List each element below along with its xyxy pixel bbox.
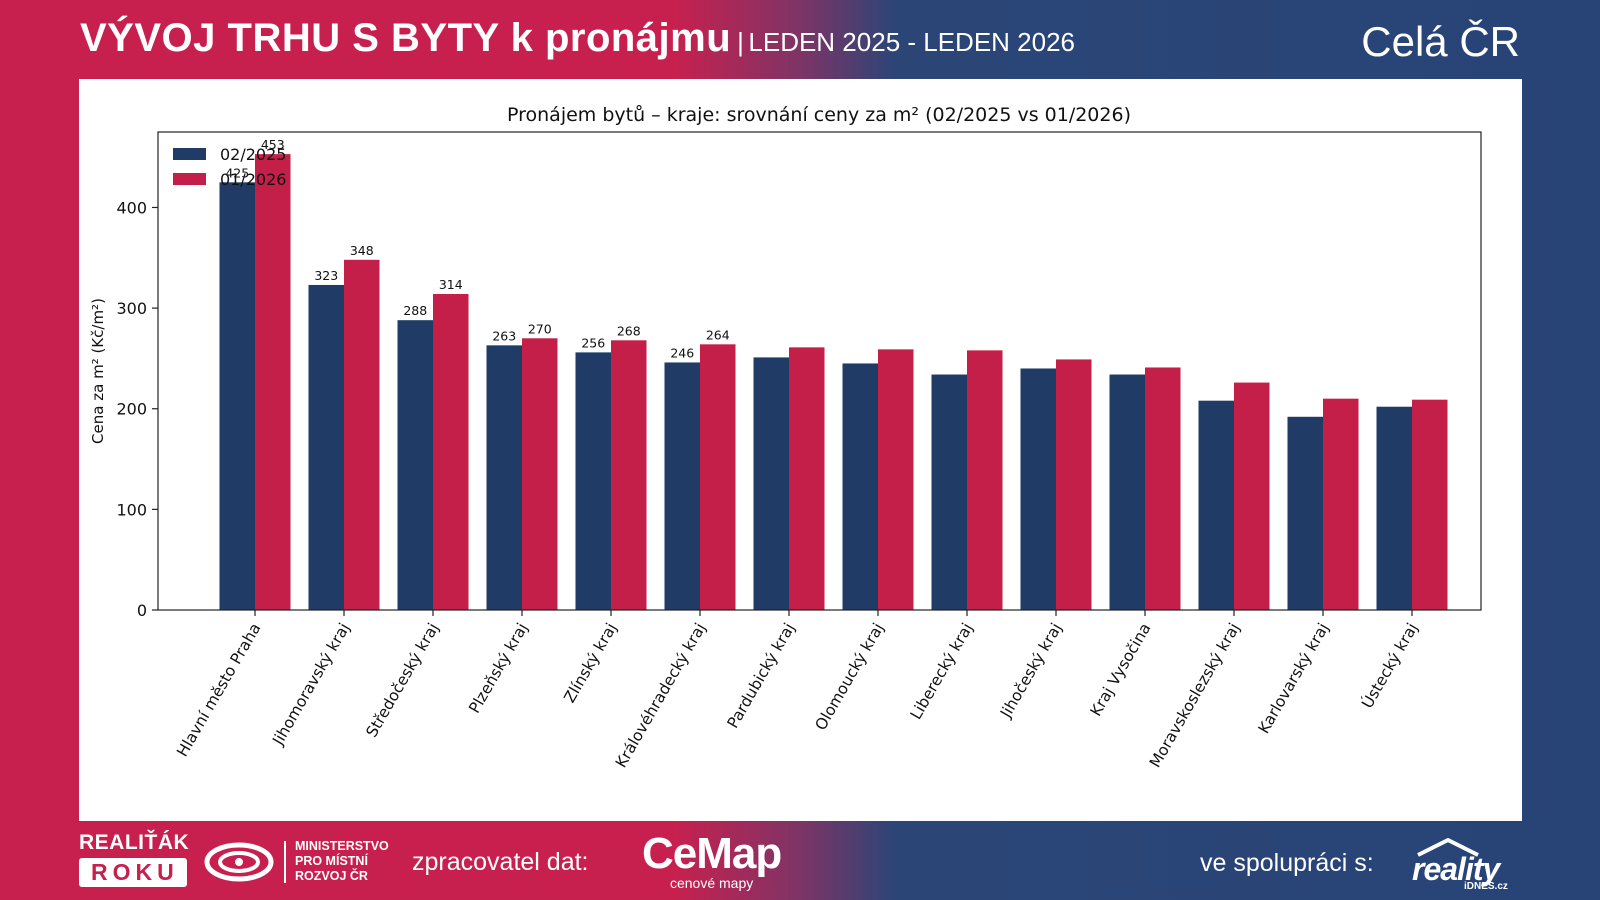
header-title-group: VÝVOJ TRHU S BYTY k pronájmu | LEDEN 2025…	[80, 16, 1075, 61]
bar-value-label: 246	[670, 345, 694, 360]
reality-subtitle: iDNES.cz	[1464, 881, 1508, 892]
bar	[1056, 359, 1092, 610]
category-label: Jihočeský kraj	[996, 620, 1065, 722]
realitak-roku-logo: REALIŤÁK ROKU	[79, 831, 194, 887]
category-label: Liberecký kraj	[907, 620, 977, 723]
bar	[522, 338, 558, 610]
house-roof-icon	[1417, 838, 1479, 857]
bar	[1287, 416, 1323, 610]
legend-label-2025: 02/2025	[220, 145, 286, 164]
bar	[1323, 398, 1359, 610]
y-tick-label: 400	[116, 198, 147, 217]
bar-value-label: 453	[261, 137, 285, 152]
bar	[433, 294, 469, 610]
y-axis-label: Cena za m² (Kč/m²)	[89, 298, 107, 444]
category-label: Jihomoravský kraj	[269, 620, 354, 749]
category-label: Kraj Vysočina	[1087, 620, 1155, 719]
reality-name: reality	[1412, 851, 1500, 887]
bar	[1412, 399, 1448, 610]
category-label: Královéhradecký kraj	[612, 620, 709, 771]
bar-value-label: 256	[581, 335, 605, 350]
bar-value-label: 314	[439, 277, 463, 292]
bar	[842, 363, 878, 610]
category-label: Středočeský kraj	[363, 620, 443, 740]
cemap-subtitle: cenové mapy	[669, 875, 754, 891]
bar	[1020, 368, 1056, 610]
period-label: LEDEN 2025 - LEDEN 2026	[748, 27, 1076, 57]
ministry-line2: PRO MÍSTNÍ	[295, 854, 368, 868]
ministry-emblem-icon	[204, 842, 274, 882]
y-tick-label: 200	[116, 400, 147, 419]
bar	[967, 350, 1003, 610]
category-label: Pardubický kraj	[724, 620, 799, 731]
chart-legend: 02/2025 01/2026	[173, 145, 286, 189]
cooperation-label: ve spolupráci s:	[1200, 849, 1374, 877]
category-label: Plzeňský kraj	[465, 620, 531, 716]
legend-label-2026: 01/2026	[220, 170, 286, 189]
bar	[789, 347, 825, 610]
bar-value-label: 268	[617, 323, 641, 338]
y-tick-label: 100	[116, 500, 147, 519]
plot-frame	[157, 131, 1482, 611]
chart-panel: 0 100 200 300 400 425 453 Hlavní město Praha 323…	[79, 79, 1522, 821]
bar	[931, 374, 967, 610]
category-label: Moravskoslezský kraj	[1146, 620, 1243, 771]
y-tick-label: 300	[116, 299, 147, 318]
title-separator: |	[737, 27, 744, 57]
bar	[575, 352, 611, 610]
bar	[219, 182, 255, 610]
bar	[1145, 367, 1181, 610]
cemap-logo: CeMap cenové mapy	[642, 829, 782, 892]
legend-swatch-2025	[173, 148, 206, 160]
bar	[664, 362, 700, 610]
bar	[700, 344, 736, 610]
bar	[1234, 382, 1270, 610]
bar-value-label: 425	[225, 165, 249, 180]
bar	[1376, 406, 1412, 610]
bar-value-label: 323	[314, 268, 338, 283]
ministry-line1: MINISTERSTVO	[295, 839, 389, 853]
bar	[878, 349, 914, 610]
processor-label: zpracovatel dat:	[412, 848, 589, 876]
bar-value-label: 288	[403, 303, 427, 318]
category-label: Ústecký kraj	[1357, 620, 1421, 712]
bar	[397, 320, 433, 610]
category-label: Zlínský kraj	[560, 620, 620, 706]
category-label: Karlovarský kraj	[1255, 620, 1333, 737]
award-line1: REALIŤÁK	[79, 831, 190, 854]
footer-bar: REALIŤÁK ROKU MINISTERSTVO PRO MÍSTNÍ RO…	[0, 821, 1600, 900]
legend-swatch-2026	[173, 173, 206, 185]
award-line2: ROKU	[79, 858, 187, 887]
bar-value-label: 348	[350, 243, 374, 258]
category-label: Olomoucký kraj	[812, 620, 888, 733]
bar-value-label: 263	[492, 328, 516, 343]
chart-title: Pronájem bytů – kraje: srovnání ceny za …	[507, 104, 1131, 126]
bar-value-label: 264	[706, 327, 730, 342]
region-label: Celá ČR	[1361, 18, 1520, 65]
reality-idnes-logo: reality iDNES.cz	[1410, 837, 1522, 893]
bar-chart: 0 100 200 300 400 425 453 Hlavní město Praha 323…	[89, 104, 1482, 771]
bar	[344, 259, 380, 610]
y-tick-label: 0	[137, 601, 147, 620]
ministry-divider	[284, 841, 286, 883]
bar	[611, 340, 647, 610]
cemap-name: CeMap	[642, 829, 782, 878]
ministry-name: MINISTERSTVO PRO MÍSTNÍ ROZVOJ ČR	[295, 839, 389, 884]
page-title: VÝVOJ TRHU S BYTY k pronájmu	[80, 16, 732, 60]
bar	[753, 357, 789, 610]
ministry-line3: ROZVOJ ČR	[295, 869, 368, 883]
bar	[1109, 374, 1145, 610]
category-label: Hlavní město Praha	[173, 620, 264, 760]
bar	[486, 345, 522, 610]
bar	[1198, 400, 1234, 610]
bar	[255, 154, 291, 610]
bar	[308, 284, 344, 610]
bar-value-label: 270	[528, 321, 552, 336]
